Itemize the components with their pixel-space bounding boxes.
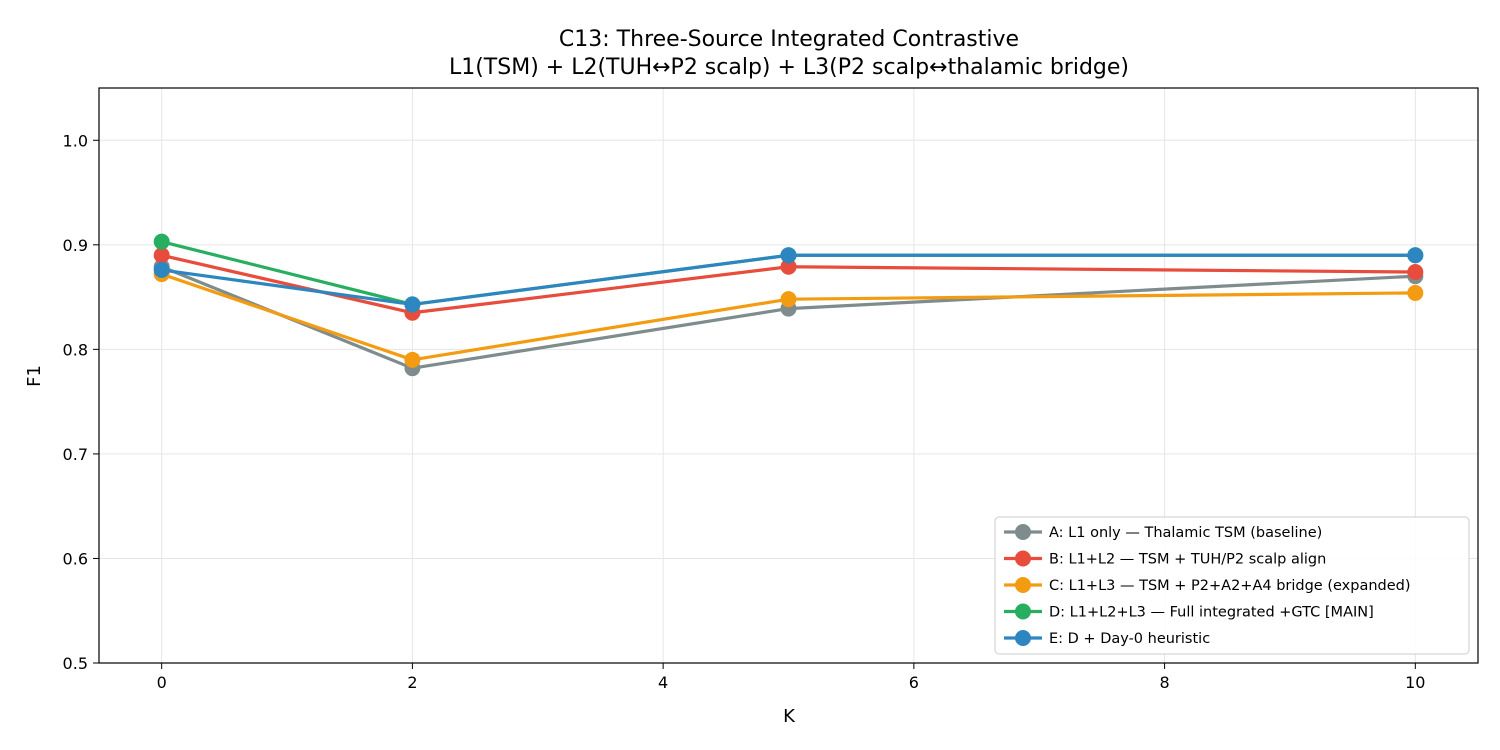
legend-swatch-marker (1015, 550, 1031, 567)
series-line (160, 253, 1417, 307)
series-line (160, 272, 1417, 362)
y-tick-label: 0.8 (63, 340, 88, 359)
x-axis-label: K (783, 706, 796, 727)
legend-label: C: L1+L3 — TSM + P2+A2+A4 bridge (expand… (1049, 578, 1411, 594)
data-point (1407, 264, 1424, 280)
x-axis: 0 2 4 6 8 10 (157, 663, 1425, 692)
y-axis-label: F1 (24, 365, 45, 387)
data-point (780, 258, 797, 275)
data-point (780, 291, 797, 308)
x-tick-label: 6 (909, 673, 919, 692)
legend-item: A: L1 only — Thalamic TSM (baseline) (1004, 524, 1322, 541)
y-tick-label: 0.7 (63, 445, 88, 464)
series-layer (153, 233, 1424, 377)
x-tick-label: 8 (1159, 673, 1169, 692)
legend-label: D: L1+L2+L3 — Full integrated +GTC [MAIN… (1049, 605, 1374, 621)
legend-item: B: L1+L2 — TSM + TUH/P2 scalp align (1004, 550, 1326, 568)
y-tick-label: 0.5 (63, 654, 88, 673)
legend-swatch-marker (1015, 603, 1031, 620)
chart-title-line-1: C13: Three-Source Integrated Contrastive (559, 27, 1019, 52)
legend-swatch-marker (1015, 577, 1031, 593)
series-e (153, 247, 1424, 313)
data-point (153, 261, 170, 278)
data-point (404, 351, 421, 368)
legend-swatch-marker (1015, 524, 1031, 540)
data-point (404, 296, 421, 313)
legend-label: A: L1 only — Thalamic TSM (baseline) (1049, 525, 1322, 541)
y-tick-label: 0.6 (63, 549, 88, 568)
data-point (780, 247, 797, 264)
legend-label: B: L1+L2 — TSM + TUH/P2 scalp align (1049, 552, 1326, 568)
series-line (160, 253, 1417, 315)
y-axis: 0.5 0.6 0.7 0.8 0.9 1.0 (63, 131, 99, 673)
legend-label: E: D + Day-0 heuristic (1049, 631, 1210, 647)
data-point (1407, 247, 1424, 264)
legend: A: L1 only — Thalamic TSM (baseline) B: L… (994, 516, 1470, 655)
x-tick-label: 10 (1405, 673, 1425, 692)
legend-item: E: D + Day-0 heuristic (1004, 630, 1210, 647)
legend-item: D: L1+L2+L3 — Full integrated +GTC [MAIN… (1004, 603, 1374, 621)
series-line (160, 265, 1417, 370)
series-a (153, 258, 1424, 377)
chart-title-line-2: L1(TSM) + L2(TUH↔P2 scalp) + L3(P2 scalp… (449, 55, 1129, 80)
legend-item: C: L1+L3 — TSM + P2+A2+A4 bridge (expand… (1004, 577, 1411, 594)
data-point (153, 233, 170, 250)
chart-title: C13: Three-Source Integrated Contrastive… (449, 27, 1129, 80)
legend-box (994, 516, 1470, 655)
data-point (1407, 284, 1424, 301)
data-point (153, 247, 170, 264)
x-tick-label: 0 (157, 673, 167, 692)
x-tick-label: 4 (658, 673, 668, 692)
legend-swatch-marker (1015, 630, 1031, 646)
series-c (153, 266, 1424, 368)
plot-frame (98, 87, 1479, 664)
y-tick-label: 1.0 (63, 131, 88, 150)
x-tick-label: 2 (407, 673, 417, 692)
y-tick-label: 0.9 (63, 236, 88, 255)
